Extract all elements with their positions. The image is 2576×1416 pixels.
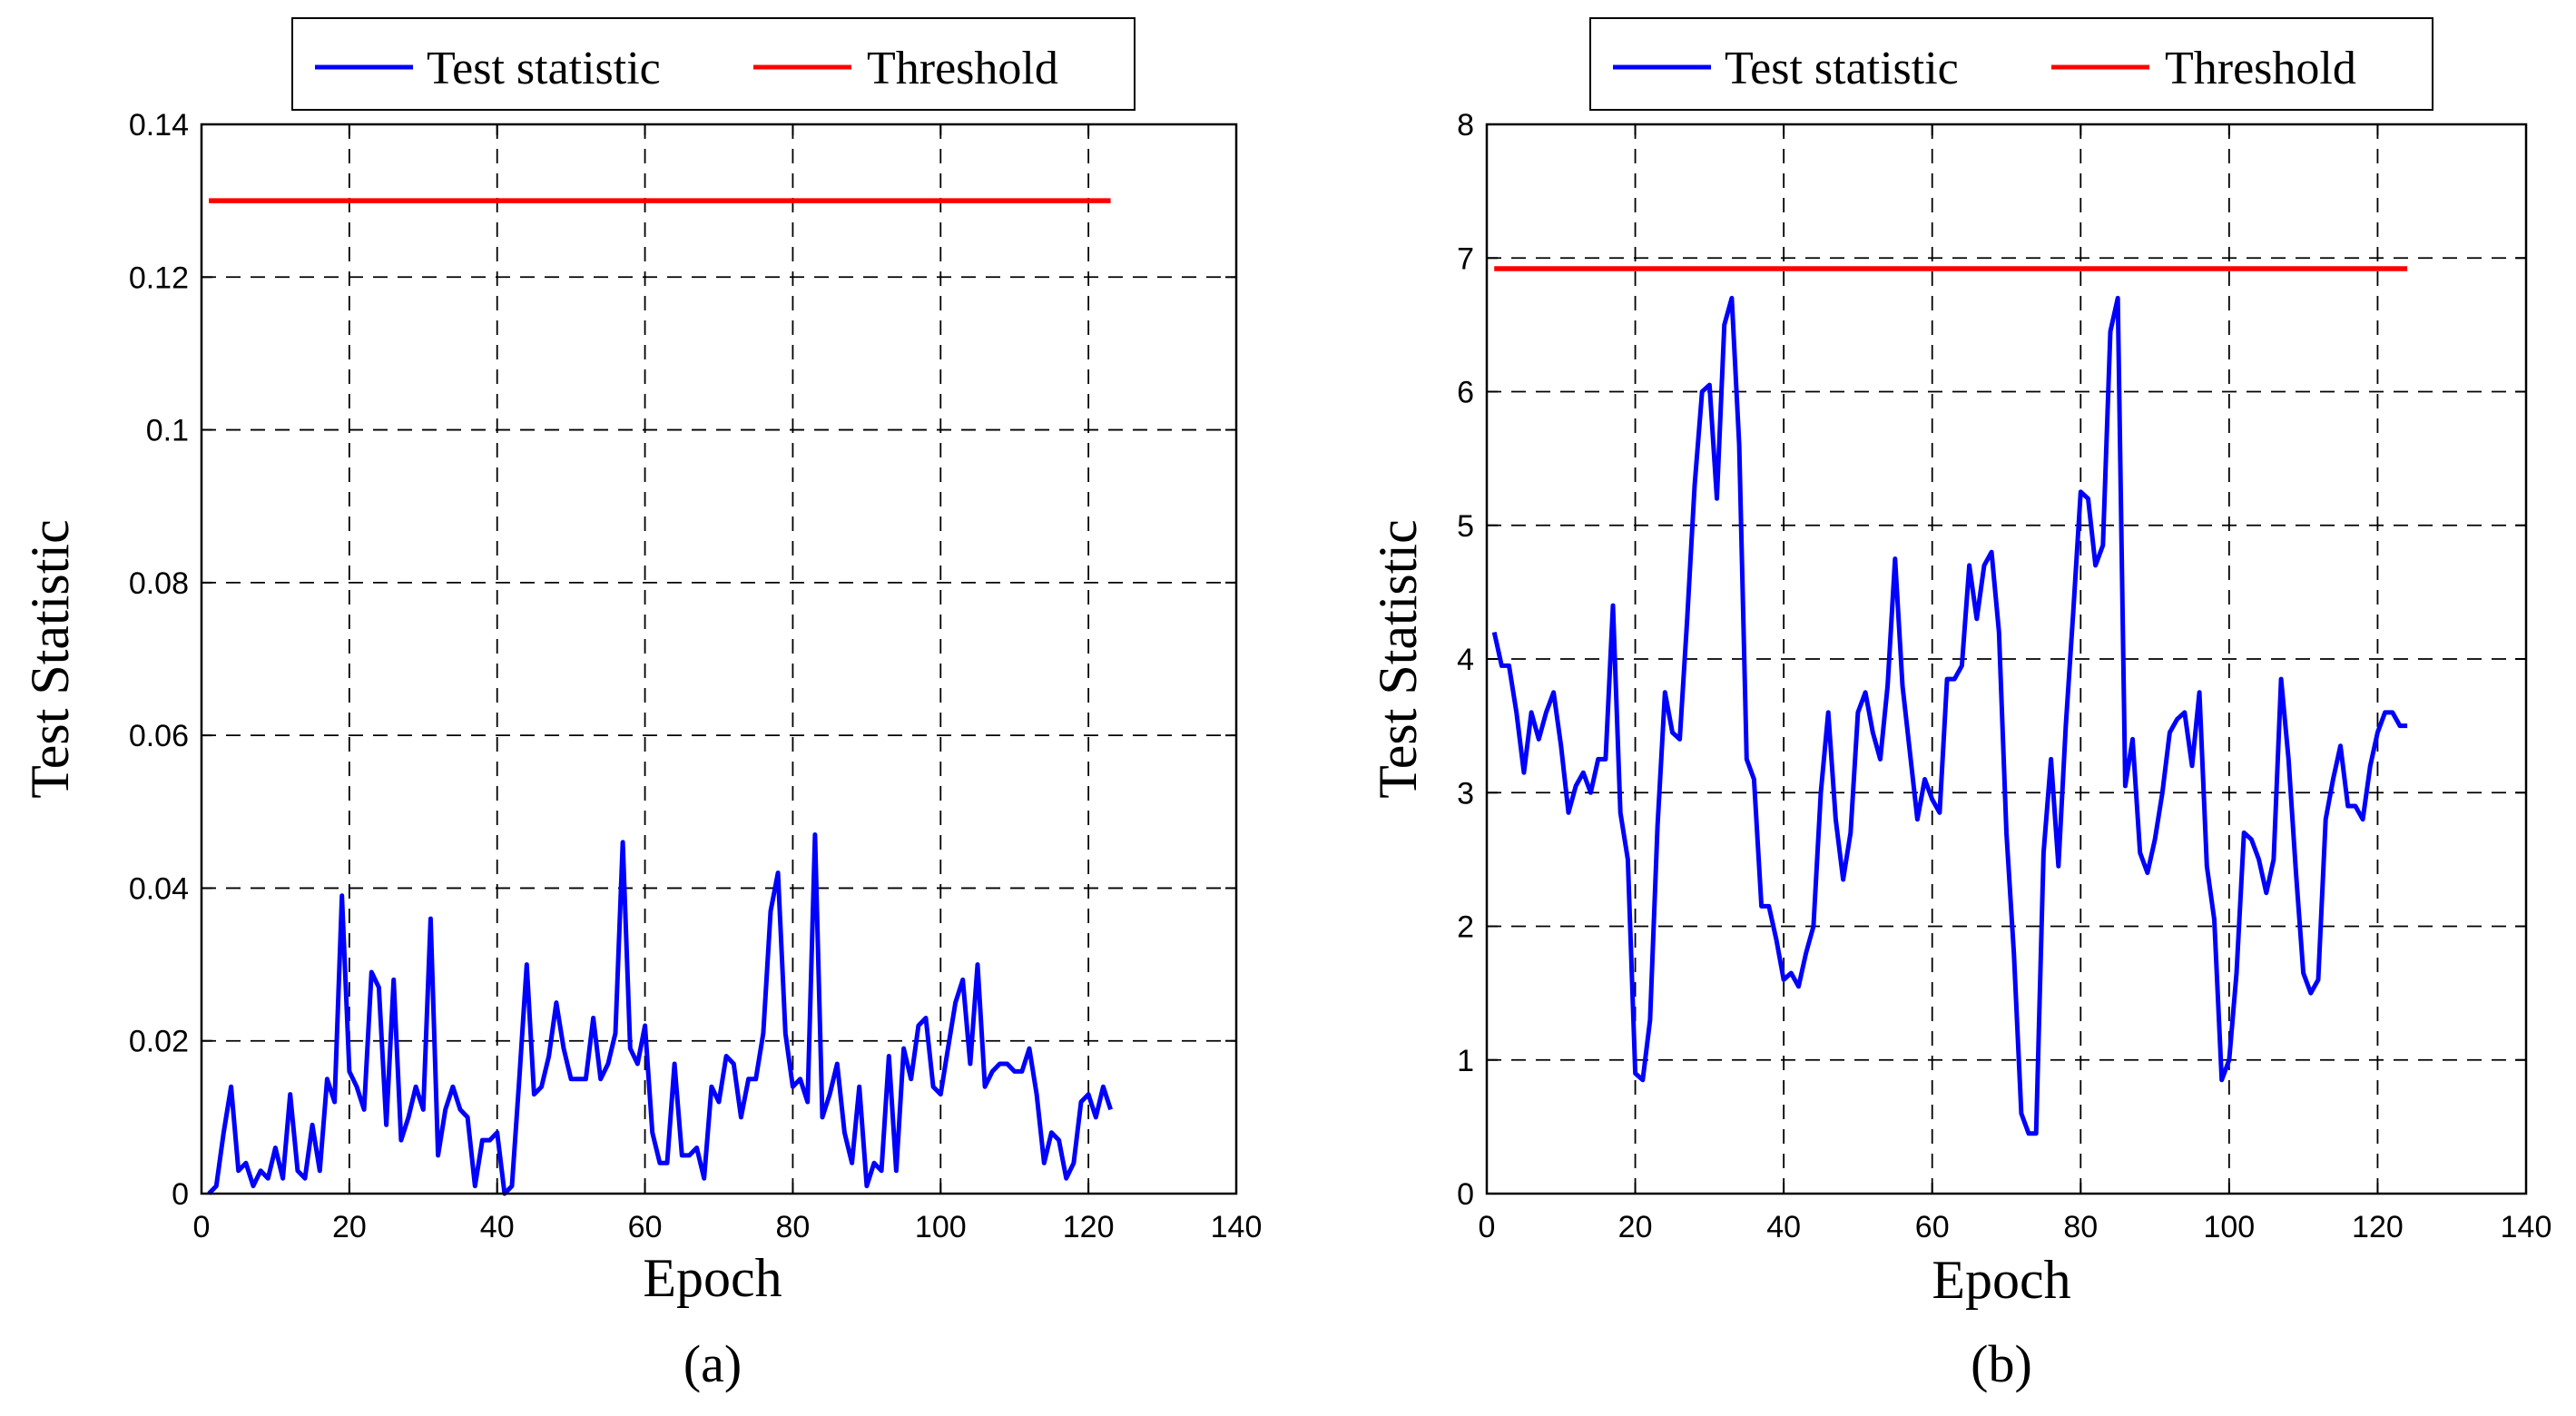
caption-b: (b) (1971, 1334, 2032, 1393)
legend-a: Test statistic Threshold (291, 17, 1136, 111)
y-axis-title-a: Test Statistic (20, 519, 80, 798)
series-group-b (1491, 266, 2408, 1136)
plot-area-a (202, 124, 1236, 1194)
x-axis-title-b: Epoch (1932, 1250, 2070, 1310)
x-tick-label-b: 0 (1479, 1210, 1496, 1244)
x-tick-label-b: 60 (1915, 1210, 1950, 1244)
y-tick-label-b: 5 (1457, 509, 1474, 544)
series-line-test-statistic-a (207, 832, 1113, 1196)
x-tick-label-a: 140 (1211, 1210, 1263, 1244)
caption-a: (a) (683, 1334, 742, 1393)
legend-box-a (291, 17, 1136, 111)
y-tick-label-a: 0.12 (129, 261, 189, 295)
legend-box-b (1589, 17, 2433, 111)
legend-b: Test statistic Threshold (1589, 17, 2433, 111)
x-tick-label-b: 120 (2352, 1210, 2404, 1244)
y-tick-label-a: 0.08 (129, 566, 189, 601)
y-tick-label-b: 3 (1457, 776, 1474, 811)
y-tick-label-b: 6 (1457, 376, 1474, 410)
y-tick-label-a: 0 (172, 1177, 189, 1212)
legend-label-test-statistic-a: Test statistic (427, 43, 661, 94)
ticks-b: 0 20 40 60 80 100 120 140 0 1 2 3 4 5 6 7 8 (1457, 108, 2551, 1244)
plot-frame-a (200, 123, 1238, 1195)
x-axis-title-a: Epoch (643, 1248, 782, 1308)
legend-label-threshold-a: Threshold (867, 43, 1058, 94)
y-axis-title-b: Test Statistic (1368, 519, 1428, 798)
x-tick-label-b: 80 (2063, 1210, 2098, 1244)
x-tick-label-a: 120 (1063, 1210, 1115, 1244)
grid-a (202, 124, 1236, 1194)
x-tick-label-b: 40 (1766, 1210, 1801, 1244)
y-tick-label-a: 0.14 (129, 108, 189, 143)
x-tick-label-a: 0 (193, 1210, 211, 1244)
x-tick-label-b: 140 (2501, 1210, 2552, 1244)
y-tick-label-a: 0.02 (129, 1025, 189, 1059)
x-tick-label-a: 40 (480, 1210, 515, 1244)
y-tick-label-b: 7 (1457, 241, 1474, 276)
y-tick-label-a: 0.06 (129, 719, 189, 753)
series-group-a (207, 198, 1113, 1196)
y-tick-label-a: 0.04 (129, 871, 189, 906)
y-tick-label-a: 0.1 (146, 414, 189, 448)
x-tick-label-b: 100 (2203, 1210, 2255, 1244)
ticks-a: 0 20 40 60 80 100 120 140 0 0.02 0.04 0.06 0.08 0.1 0.… (129, 108, 1263, 1244)
chart-panel-b: 0 20 40 60 80 100 120 140 0 1 2 3 4 5 6 7 8 Test statist… (1368, 17, 2551, 1393)
x-tick-label-b: 20 (1618, 1210, 1653, 1244)
x-tick-label-a: 100 (915, 1210, 967, 1244)
x-tick-label-a: 60 (628, 1210, 663, 1244)
x-tick-label-a: 80 (776, 1210, 811, 1244)
y-tick-label-b: 1 (1457, 1044, 1474, 1078)
legend-label-test-statistic-b: Test statistic (1725, 43, 1959, 94)
y-tick-label-b: 4 (1457, 643, 1474, 677)
x-tick-label-a: 20 (332, 1210, 367, 1244)
chart-panel-a: 0 20 40 60 80 100 120 140 0 0.02 0.04 0.06 0.08 0.1 0.… (20, 17, 1263, 1393)
legend-label-threshold-b: Threshold (2165, 43, 2356, 94)
y-tick-label-b: 0 (1457, 1177, 1474, 1212)
y-tick-label-b: 2 (1457, 910, 1474, 945)
y-tick-label-b: 8 (1457, 108, 1474, 143)
series-line-test-statistic-b (1491, 295, 2408, 1136)
